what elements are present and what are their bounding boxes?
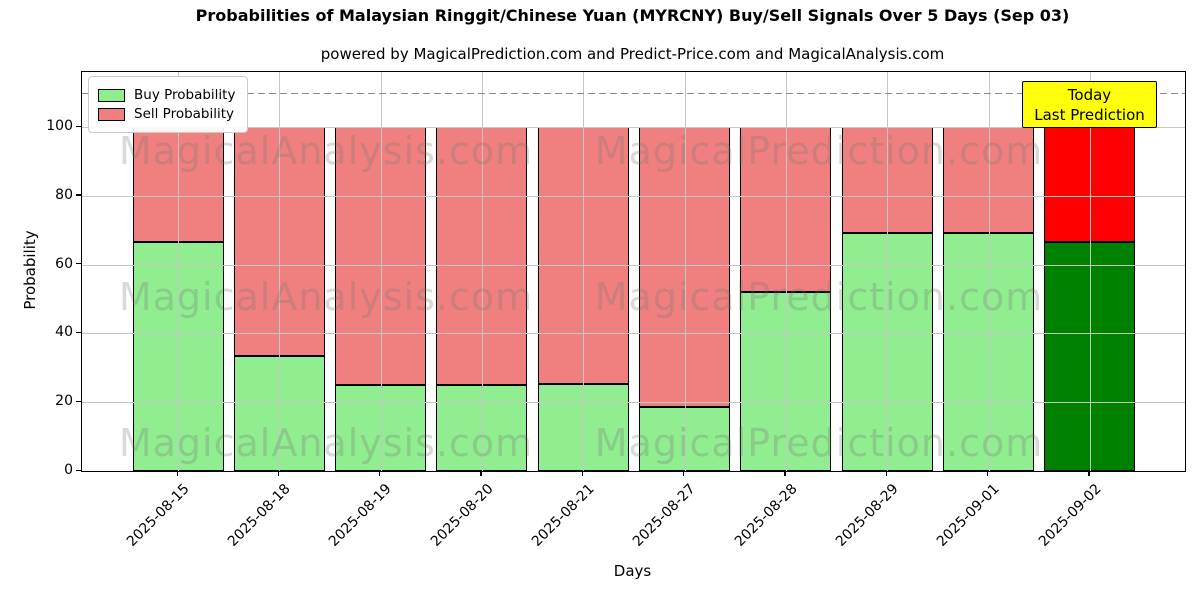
watermark-text: MagicalAnalysis.com bbox=[118, 275, 534, 319]
y-tick-mark bbox=[76, 125, 81, 127]
x-tick-label: 2025-09-01 bbox=[934, 481, 1003, 550]
y-tick-label: 100 bbox=[46, 118, 73, 135]
legend-item: Buy Probability bbox=[98, 87, 235, 103]
y-tick-label: 80 bbox=[55, 186, 73, 203]
today-annotation: Today Last Prediction bbox=[1022, 81, 1157, 128]
watermark-text: MagicalAnalysis.com bbox=[118, 129, 534, 173]
plot-area: MagicalAnalysis.com MagicalPrediction.com… bbox=[81, 71, 1186, 472]
watermark-text: MagicalPrediction.com bbox=[594, 129, 1044, 173]
x-tick-mark bbox=[379, 471, 381, 476]
y-tick-mark bbox=[76, 469, 81, 471]
horizontal-gridline bbox=[82, 127, 1185, 129]
x-tick-label: 2025-08-21 bbox=[528, 481, 598, 550]
x-tick-label: 2025-08-15 bbox=[123, 481, 193, 550]
x-axis-label: Days bbox=[613, 562, 652, 580]
annotation-line2: Last Prediction bbox=[1034, 105, 1145, 124]
legend-swatch-icon bbox=[98, 88, 125, 102]
vertical-gridline bbox=[380, 72, 382, 471]
x-tick-label: 2025-08-20 bbox=[427, 481, 497, 550]
x-tick-mark bbox=[885, 471, 888, 476]
x-tick-mark bbox=[277, 471, 280, 476]
x-tick-mark bbox=[480, 471, 482, 476]
watermark-text: MagicalAnalysis.com bbox=[118, 421, 534, 465]
chart-subtitle: powered by MagicalPrediction.com and Pre… bbox=[320, 45, 945, 63]
x-tick-mark bbox=[987, 471, 989, 476]
legend-label: Sell Probability bbox=[134, 106, 235, 122]
vertical-gridline bbox=[785, 72, 787, 471]
legend-swatch-icon bbox=[98, 107, 125, 121]
y-tick-label: 60 bbox=[55, 255, 73, 272]
x-tick-mark bbox=[683, 471, 685, 476]
vertical-gridline bbox=[988, 72, 990, 471]
annotation-line1: Today bbox=[1067, 85, 1112, 104]
y-tick-label: 20 bbox=[55, 393, 73, 410]
y-tick-mark bbox=[76, 194, 81, 196]
x-tick-label: 2025-09-02 bbox=[1035, 481, 1105, 550]
x-tick-mark bbox=[1088, 471, 1090, 476]
chart-title: Probabilities of Malaysian Ringgit/Chine… bbox=[195, 6, 1070, 25]
legend-label: Buy Probability bbox=[134, 87, 236, 103]
vertical-gridline bbox=[583, 72, 585, 471]
x-tick-label: 2025-08-28 bbox=[731, 481, 801, 550]
y-tick-label: 0 bbox=[64, 462, 73, 478]
y-tick-mark bbox=[76, 263, 81, 265]
dashed-reference-line bbox=[82, 92, 1185, 95]
vertical-gridline bbox=[1089, 72, 1091, 471]
x-tick-label: 2025-08-19 bbox=[326, 481, 395, 550]
watermark-text: MagicalPrediction.com bbox=[594, 421, 1044, 465]
vertical-gridline bbox=[279, 72, 281, 471]
watermark-text: MagicalPrediction.com bbox=[594, 275, 1044, 319]
horizontal-gridline bbox=[82, 333, 1185, 335]
x-tick-label: 2025-08-29 bbox=[832, 481, 902, 550]
horizontal-gridline bbox=[82, 264, 1185, 266]
y-tick-label: 40 bbox=[55, 324, 73, 341]
x-tick-label: 2025-08-18 bbox=[224, 481, 294, 550]
x-tick-mark bbox=[581, 471, 584, 476]
vertical-gridline bbox=[178, 72, 179, 471]
horizontal-gridline bbox=[82, 195, 1185, 197]
legend-item: Sell Probability bbox=[98, 106, 235, 122]
horizontal-gridline bbox=[82, 402, 1185, 404]
x-tick-label: 2025-08-27 bbox=[630, 481, 699, 550]
legend: Buy Probability Sell Probability bbox=[88, 76, 249, 133]
vertical-gridline bbox=[684, 72, 686, 471]
y-tick-mark bbox=[76, 331, 81, 334]
x-tick-mark bbox=[784, 471, 786, 476]
vertical-gridline bbox=[481, 72, 483, 471]
vertical-gridline bbox=[887, 72, 889, 471]
x-tick-mark bbox=[176, 471, 178, 476]
y-tick-mark bbox=[76, 400, 81, 402]
